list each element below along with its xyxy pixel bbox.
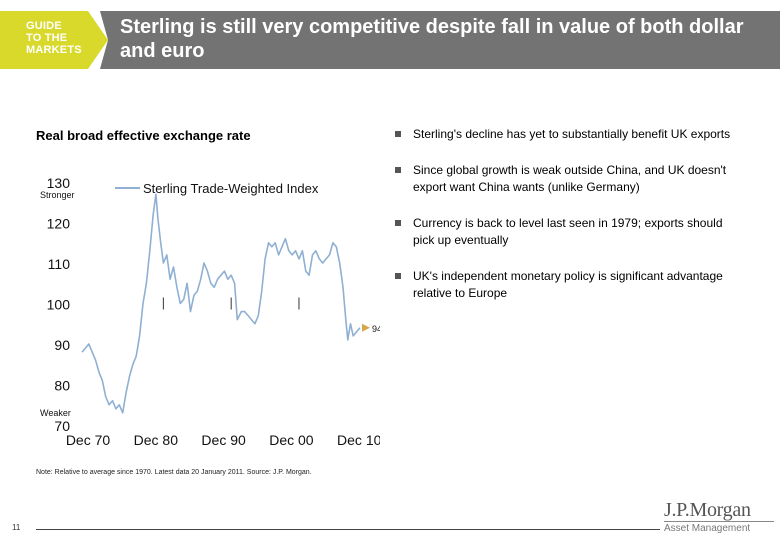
slide-title: Sterling is still very competitive despi…: [120, 16, 744, 62]
series-line: [81, 193, 361, 414]
x-tick-label: Dec 80: [134, 432, 179, 448]
header-bar: GUIDE TO THE MARKETS Sterling is still v…: [0, 11, 780, 69]
bullet-list: Sterling's decline has yet to substantia…: [393, 126, 743, 321]
page-number: 11: [12, 523, 21, 532]
jpmorgan-logo: J.P.Morgan Asset Management: [664, 500, 774, 535]
bullet-item: UK's independent monetary policy is sign…: [393, 268, 743, 302]
bullet-square-icon: [395, 167, 401, 173]
bullet-text: Currency is back to level last seen in 1…: [413, 216, 723, 247]
latest-value-label: 94: [372, 324, 380, 334]
bullet-square-icon: [395, 131, 401, 137]
y-tick-label: 110: [48, 256, 71, 272]
legend-label: Sterling Trade-Weighted Index: [143, 181, 319, 196]
guide-label: GUIDE TO THE MARKETS: [26, 20, 82, 56]
y-tick-label: 80: [54, 378, 70, 394]
y-tick-label: 120: [47, 216, 71, 232]
x-tick-label: Dec 70: [66, 432, 111, 448]
bullet-item: Since global growth is weak outside Chin…: [393, 162, 743, 196]
weaker-label: Weaker: [40, 408, 71, 418]
y-tick-label: 100: [47, 297, 71, 313]
x-tick-label: Dec 10: [337, 432, 380, 448]
footer-divider: [36, 529, 660, 530]
title-bar: Sterling is still very competitive despi…: [100, 11, 780, 69]
x-tick-label: Dec 90: [201, 432, 246, 448]
bullet-item: Sterling's decline has yet to substantia…: [393, 126, 743, 143]
y-tick-label: 130: [47, 175, 71, 191]
bullet-square-icon: [395, 273, 401, 279]
bullet-text: Sterling's decline has yet to substantia…: [413, 127, 731, 141]
latest-marker-icon: [362, 323, 370, 332]
bullet-item: Currency is back to level last seen in 1…: [393, 215, 743, 249]
y-tick-label: 90: [54, 337, 70, 353]
footnote: Note: Relative to average since 1970. La…: [36, 469, 312, 476]
y-tick-label: 70: [54, 418, 70, 434]
bullet-text: UK's independent monetary policy is sign…: [413, 269, 723, 300]
bullet-square-icon: [395, 220, 401, 226]
bullet-text: Since global growth is weak outside Chin…: [413, 163, 727, 194]
logo-main-text: J.P.Morgan: [664, 499, 751, 521]
x-tick-label: Dec 00: [269, 432, 314, 448]
chart-title: Real broad effective exchange rate: [36, 128, 251, 143]
logo-sub-text: Asset Management: [664, 521, 774, 535]
guide-badge: GUIDE TO THE MARKETS: [0, 11, 108, 69]
stronger-label: Stronger: [40, 190, 75, 200]
